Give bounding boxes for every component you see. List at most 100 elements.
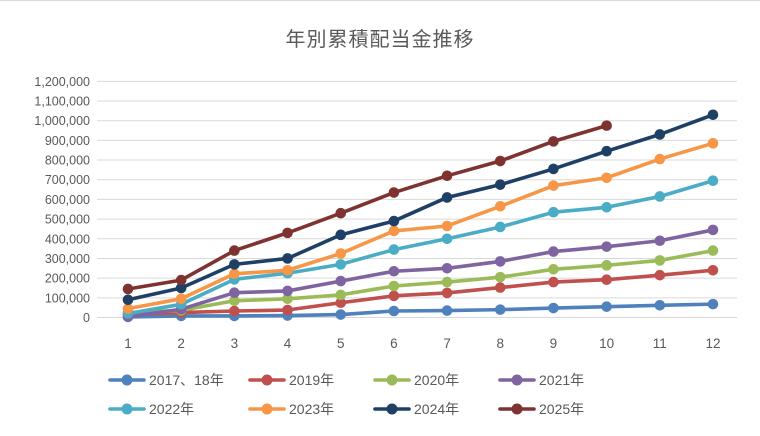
legend-label: 2023年 — [289, 401, 335, 417]
series-point-2 — [441, 276, 453, 288]
series-point-4 — [441, 233, 453, 245]
legend-marker-icon — [498, 374, 536, 386]
series-point-2 — [548, 263, 559, 275]
series-point-0 — [707, 298, 719, 310]
series-point-3 — [441, 263, 453, 274]
legend-dot — [121, 403, 133, 415]
series-point-3 — [229, 287, 240, 299]
y-axis-tick-label: 600,000 — [45, 193, 90, 207]
legend-item-7[interactable]: 2025年 — [498, 399, 623, 419]
series-point-3 — [282, 285, 293, 297]
series-point-3 — [654, 235, 666, 247]
series-point-5 — [229, 268, 240, 280]
x-axis-tick-label: 11 — [653, 336, 667, 351]
series-point-5 — [707, 138, 719, 149]
series-point-2 — [707, 245, 719, 256]
series-point-6 — [229, 259, 240, 270]
legend-marker-icon — [108, 403, 146, 415]
series-line-0 — [126, 302, 715, 319]
legend-item-3[interactable]: 2021年 — [498, 370, 623, 390]
series-point-7 — [601, 120, 612, 131]
series-point-0 — [441, 305, 453, 316]
x-axis-tick-label: 8 — [497, 336, 505, 351]
series-point-0 — [654, 299, 666, 311]
legend-item-0[interactable]: 2017、18年 — [108, 370, 248, 390]
series-point-6 — [707, 109, 719, 121]
series-point-7 — [494, 155, 506, 167]
series-point-7 — [441, 170, 453, 182]
series-line-3 — [126, 228, 715, 319]
series-point-7 — [548, 136, 559, 147]
legend-dot — [511, 374, 523, 386]
legend-label: 2024年 — [414, 401, 460, 417]
legend-label: 2022年 — [149, 401, 195, 417]
x-axis-tick-label: 6 — [390, 336, 398, 351]
series-point-5 — [548, 180, 559, 191]
x-axis-tick-label: 10 — [599, 336, 614, 351]
legend-dot — [511, 403, 523, 415]
series-point-6 — [494, 179, 506, 190]
x-axis-tick-label: 1 — [124, 336, 132, 351]
legend-dot — [121, 374, 133, 386]
series-point-0 — [601, 301, 612, 312]
series-point-4 — [707, 175, 719, 187]
legend-item-2[interactable]: 2020年 — [373, 370, 498, 390]
legend-label: 2021年 — [539, 372, 585, 388]
series-point-1 — [494, 282, 506, 293]
legend-item-5[interactable]: 2023年 — [248, 399, 373, 419]
series-point-7 — [175, 274, 187, 286]
legend-label: 2025年 — [539, 401, 585, 417]
x-axis-tick-label: 4 — [284, 336, 292, 351]
series-line-2 — [126, 248, 715, 315]
series-point-2 — [601, 260, 612, 271]
y-axis-tick-label: 0 — [83, 311, 90, 325]
series-point-2 — [229, 295, 240, 307]
legend-marker-icon — [248, 403, 286, 415]
y-axis-tick-label: 400,000 — [45, 232, 90, 246]
legend-marker-icon — [373, 403, 411, 415]
series-point-1 — [441, 287, 453, 299]
legend-item-4[interactable]: 2022年 — [108, 399, 248, 419]
series-point-1 — [388, 290, 400, 302]
series-point-1 — [654, 269, 666, 281]
series-point-2 — [335, 289, 347, 301]
y-axis-tick-label: 1,100,000 — [34, 95, 90, 109]
series-point-2 — [282, 293, 293, 305]
y-axis-tick-label: 1,000,000 — [34, 114, 90, 128]
legend-label: 2019年 — [289, 372, 335, 388]
series-point-1 — [282, 304, 293, 316]
series-point-7 — [388, 187, 400, 198]
series-point-3 — [601, 241, 612, 252]
series-point-7 — [282, 227, 293, 239]
series-point-0 — [494, 304, 506, 315]
series-point-6 — [441, 192, 453, 203]
series-point-5 — [441, 220, 453, 232]
series-point-1 — [229, 305, 240, 317]
series-point-3 — [335, 275, 347, 287]
y-axis-tick-label: 900,000 — [45, 134, 90, 148]
series-point-5 — [175, 293, 187, 305]
legend-dot — [261, 374, 273, 386]
legend-label: 2017、18年 — [149, 372, 224, 388]
legend-item-1[interactable]: 2019年 — [248, 370, 373, 390]
legend-item-6[interactable]: 2024年 — [373, 399, 498, 419]
series-point-5 — [601, 172, 612, 184]
series-point-3 — [494, 256, 506, 267]
y-axis-tick-label: 300,000 — [45, 252, 90, 266]
series-point-5 — [282, 264, 293, 276]
series-point-5 — [335, 248, 347, 259]
x-axis-tick-label: 2 — [177, 336, 185, 351]
legend-marker-icon — [373, 374, 411, 386]
series-line-6 — [126, 112, 715, 302]
series-point-1 — [601, 274, 612, 286]
series-line-4 — [126, 178, 715, 316]
series-point-6 — [122, 294, 134, 306]
series-point-0 — [388, 305, 400, 317]
series-point-1 — [548, 276, 559, 288]
legend-marker-icon — [108, 374, 146, 386]
series-point-4 — [494, 221, 506, 233]
series-point-4 — [654, 191, 666, 202]
series-point-5 — [122, 303, 134, 314]
x-axis-tick-label: 12 — [705, 336, 720, 351]
